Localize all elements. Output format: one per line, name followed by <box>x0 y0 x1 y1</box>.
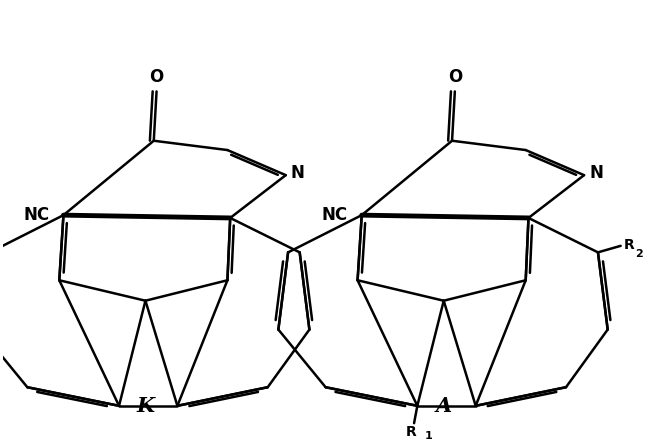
Text: N: N <box>291 164 305 182</box>
Text: O: O <box>149 68 164 86</box>
Text: 1: 1 <box>424 431 432 441</box>
Text: NC: NC <box>321 206 347 224</box>
Text: O: O <box>448 68 462 86</box>
Text: A: A <box>436 396 452 417</box>
Text: K: K <box>137 396 154 417</box>
Text: 2: 2 <box>635 249 643 259</box>
Text: R: R <box>405 425 416 439</box>
Text: R: R <box>624 238 634 252</box>
Text: N: N <box>589 164 603 182</box>
Text: NC: NC <box>23 206 49 224</box>
